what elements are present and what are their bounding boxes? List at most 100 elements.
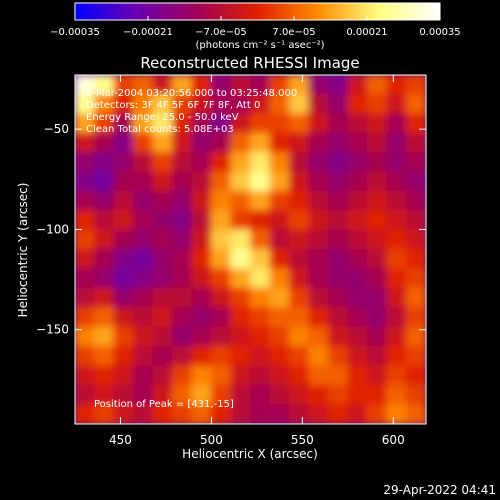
- heatmap-cell: [269, 132, 290, 154]
- heatmap-cell: [406, 268, 426, 289]
- heatmap-cell: [367, 384, 388, 406]
- heatmap-cell: [406, 75, 426, 95]
- heatmap-cell: [211, 268, 232, 289]
- colorbar-tick-label: −0.00035: [50, 27, 100, 38]
- heatmap-cell: [172, 365, 193, 386]
- heatmap-cell: [172, 93, 193, 115]
- heatmap-cell: [289, 229, 310, 250]
- heatmap-cell: [328, 326, 349, 347]
- heatmap-cell: [133, 152, 154, 173]
- heatmap-cell: [191, 365, 212, 386]
- heatmap-cell: [94, 307, 115, 328]
- heatmap-cell: [328, 210, 349, 231]
- heatmap-cell: [172, 268, 193, 289]
- heatmap-cell: [289, 249, 310, 270]
- heatmap-cell: [328, 365, 349, 386]
- colorbar-tick-label: −0.00021: [123, 27, 173, 38]
- heatmap-cell: [328, 229, 349, 250]
- heatmap-cell: [133, 287, 154, 309]
- heatmap-cell: [230, 287, 251, 309]
- heatmap-cell: [94, 326, 115, 347]
- x-axis-ticks: 450 500 550 600: [109, 75, 405, 447]
- heatmap-cell: [94, 404, 115, 424]
- heatmap-cell: [308, 249, 329, 270]
- heatmap-cell: [406, 404, 426, 424]
- heatmap-cell: [308, 152, 329, 173]
- heatmap-cell: [289, 404, 310, 424]
- heatmap-cell: [308, 93, 329, 115]
- heatmap-cell: [289, 307, 310, 328]
- heatmap-cell: [308, 132, 329, 154]
- heatmap-cell: [113, 287, 134, 309]
- heatmap-cell: [113, 249, 134, 270]
- heatmap-cell: [75, 268, 95, 289]
- info-line-energy: Energy Range: 25.0 - 50.0 keV: [86, 112, 239, 123]
- heatmap-cell: [172, 113, 193, 134]
- heatmap-cell: [113, 210, 134, 231]
- heatmap-cell: [328, 75, 349, 95]
- heatmap-cell: [328, 152, 349, 173]
- heatmap-cell: [75, 287, 95, 309]
- heatmap-cell: [328, 345, 349, 367]
- heatmap-cell: [289, 287, 310, 309]
- colorbar-tick-label: −7.0e−05: [195, 27, 247, 38]
- heatmap-cell: [94, 249, 115, 270]
- heatmap-cell: [172, 132, 193, 154]
- heatmap-cell: [211, 326, 232, 347]
- heatmap-cell: [172, 287, 193, 309]
- heatmap-cell: [113, 365, 134, 386]
- heatmap-cell: [75, 229, 95, 250]
- heatmap-cell: [230, 93, 251, 115]
- heatmap-cell: [191, 249, 212, 270]
- heatmap-cell: [133, 384, 154, 406]
- heatmap-cell: [152, 171, 173, 192]
- heatmap-cell: [211, 152, 232, 173]
- heatmap-cell: [367, 229, 388, 250]
- heatmap-cell: [386, 210, 407, 231]
- heatmap-cell: [367, 345, 388, 367]
- heatmap-cell: [75, 171, 95, 192]
- heatmap-cell: [386, 249, 407, 270]
- heatmap-cell: [191, 113, 212, 134]
- heatmap-cell: [172, 249, 193, 270]
- heatmap-cell: [211, 345, 232, 367]
- heatmap-cell: [191, 345, 212, 367]
- heatmap-cell: [172, 229, 193, 250]
- heatmap-cell: [289, 93, 310, 115]
- x-axis-label: Heliocentric X (arcsec): [182, 447, 318, 461]
- info-line-time: 5-Mar-2004 03:20:56.000 to 03:25:48.000: [86, 88, 297, 99]
- heatmap-cell: [172, 345, 193, 367]
- heatmap-cell: [308, 190, 329, 212]
- heatmap-cell: [230, 307, 251, 328]
- heatmap-cell: [230, 190, 251, 212]
- heatmap-cell: [367, 404, 388, 424]
- heatmap-cell: [347, 229, 368, 250]
- heatmap-cell: [347, 404, 368, 424]
- heatmap-cell: [269, 307, 290, 328]
- y-tick-label: −150: [36, 323, 69, 337]
- heatmap-cell: [113, 268, 134, 289]
- heatmap-cell: [211, 210, 232, 231]
- heatmap-cell: [152, 75, 173, 95]
- heatmap-cell: [269, 249, 290, 270]
- heatmap-cell: [113, 190, 134, 212]
- heatmap-cell: [406, 345, 426, 367]
- heatmap-cell: [347, 210, 368, 231]
- heatmap-cell: [386, 404, 407, 424]
- heatmap-cell: [211, 404, 232, 424]
- heatmap-cell: [230, 210, 251, 231]
- heatmap-cell: [152, 268, 173, 289]
- heatmap-cell: [250, 365, 271, 386]
- heatmap-cell: [94, 268, 115, 289]
- heatmap-cell: [133, 190, 154, 212]
- heatmap-cell: [133, 404, 154, 424]
- heatmap-cell: [386, 268, 407, 289]
- heatmap-cell: [406, 210, 426, 231]
- info-text: 5-Mar-2004 03:20:56.000 to 03:25:48.000 …: [86, 88, 297, 410]
- colorbar-ticks: −0.00035 −0.00021 −7.0e−05 7.0e−05 0.00021 0.…: [50, 16, 461, 38]
- heatmap-cell: [250, 152, 271, 173]
- heatmap-cell: [347, 268, 368, 289]
- heatmap-cell: [172, 152, 193, 173]
- heatmap-cell: [367, 75, 388, 95]
- heatmap-cell: [367, 210, 388, 231]
